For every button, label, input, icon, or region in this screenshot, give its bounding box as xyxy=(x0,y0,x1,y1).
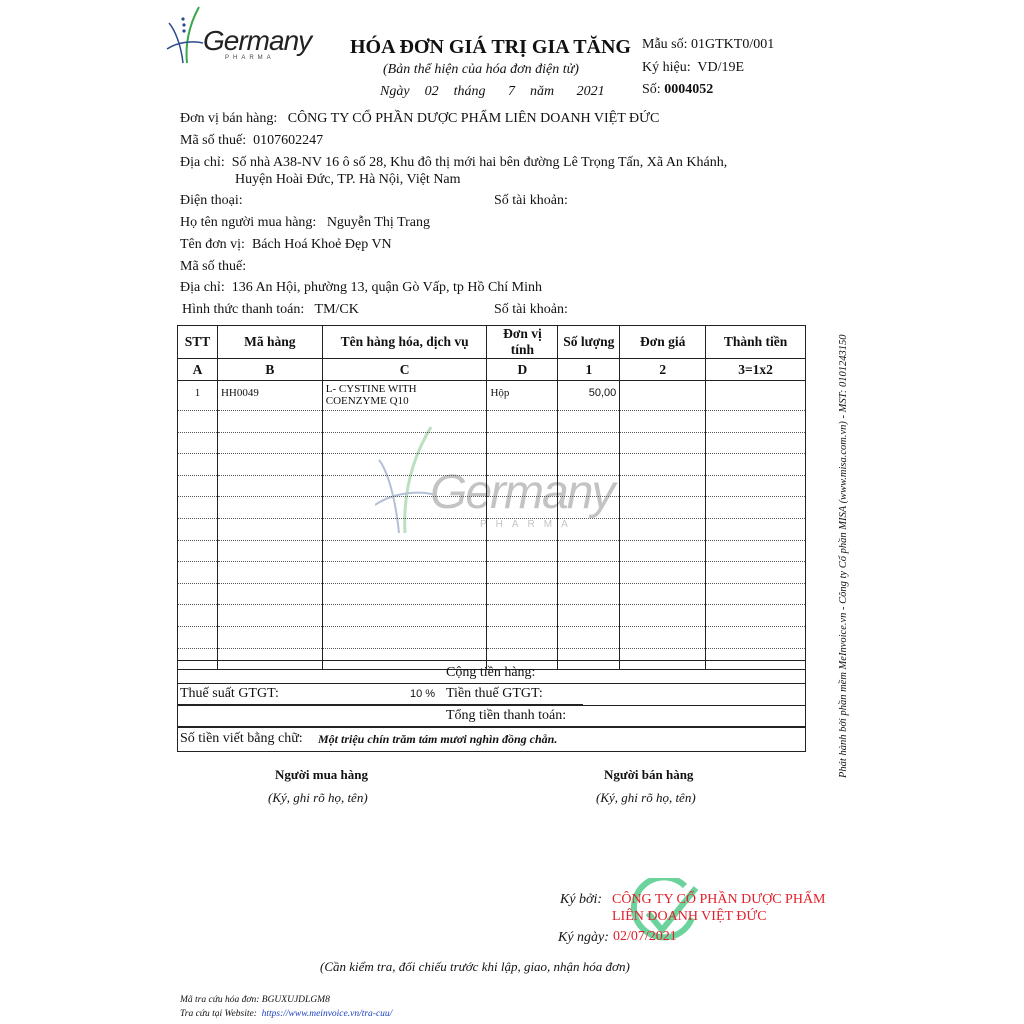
table-row-empty xyxy=(177,410,806,433)
buyer-signature-title: Người mua hàng xyxy=(275,767,369,782)
seller-signature-note: (Ký, ghi rõ họ, tên) xyxy=(596,790,696,805)
summary-total-row: Tổng tiền thanh toán: xyxy=(177,706,806,727)
invoice-subtitle: (Bản thể hiện của hóa đơn điện tử) xyxy=(383,62,579,77)
buyer-unit: Tên đơn vị: Bách Hoá Khoẻ Đẹp VN xyxy=(180,237,392,252)
buyer-signature-note: (Ký, ghi rõ họ, tên) xyxy=(268,790,368,805)
table-row-empty xyxy=(177,496,806,519)
seller-phone-label: Điện thoại: xyxy=(180,193,243,208)
signed-by-name: CÔNG TY CỔ PHẦN DƯỢC PHẨM LIÊN DOANH VIỆT… xyxy=(612,892,826,924)
buyer-tax-label: Mã số thuế: xyxy=(180,259,247,274)
items-table: STT Mã hàng Tên hàng hóa, dịch vụ Đơn vị tí… xyxy=(177,325,806,671)
seller-account-label: Số tài khoản: xyxy=(494,193,568,208)
col-code: Mã hàng xyxy=(216,325,323,359)
logo-plant-icon xyxy=(166,6,204,64)
col-name: Tên hàng hóa, dịch vụ xyxy=(321,325,488,359)
logo-subtext: PHARMA xyxy=(225,55,275,61)
table-code-row: A B C D 1 2 3=1x2 xyxy=(177,358,806,381)
col-qty: Số lượng xyxy=(557,325,621,359)
table-row: 1 HH0049 L- CYSTINE WITH COENZYME Q10 Hộp… xyxy=(177,380,806,411)
seller-tax: Mã số thuế: 0107602247 xyxy=(180,133,324,148)
symbol: Ký hiệu: VD/19E xyxy=(642,60,745,75)
seller-signature-title: Người bán hàng xyxy=(604,767,694,782)
invoice-title: HÓA ĐƠN GIÁ TRỊ GIA TĂNG xyxy=(350,36,631,58)
lookup-code: Mã tra cứu hóa đơn: BGUXUJDLGM8 xyxy=(180,995,330,1005)
col-amount: Thành tiền xyxy=(705,325,806,359)
table-row-empty xyxy=(177,604,806,627)
form-number: Mẫu số: 01GTKT0/001 xyxy=(642,37,775,52)
invoice-date: Ngày 02 tháng 7 năm 2021 xyxy=(380,84,605,99)
signed-by-label: Ký bởi: xyxy=(560,892,603,907)
signed-date: 02/07/2021 xyxy=(613,929,677,944)
table-row-empty xyxy=(177,583,806,606)
table-row-empty xyxy=(177,475,806,498)
table-row-empty xyxy=(177,626,806,649)
company-logo: Germany PHARMA xyxy=(165,5,315,65)
col-price: Đơn giá xyxy=(619,325,707,359)
table-row-empty xyxy=(177,561,806,584)
seller-address: Địa chỉ: Số nhà A38-NV 16 ô số 28, Khu đ… xyxy=(180,155,728,170)
buyer-account-label: Số tài khoản: xyxy=(494,302,568,317)
table-header-row: STT Mã hàng Tên hàng hóa, dịch vụ Đơn vị tí… xyxy=(177,325,806,359)
table-row-empty xyxy=(177,432,806,455)
summary-words-row: Số tiền viết bằng chữ: Một triệu chín tr… xyxy=(177,727,806,752)
lookup-website: Tra cứu tại Website: https://www.meinvoi… xyxy=(180,1009,393,1019)
summary-vat-row: Thuế suất GTGT: 10 % Tiền thuế GTGT: xyxy=(177,684,806,706)
signed-date-label: Ký ngày: xyxy=(558,930,609,945)
seller-name: Đơn vị bán hàng: CÔNG TY CỔ PHẦN DƯỢC PH… xyxy=(180,111,660,126)
table-row-empty xyxy=(177,518,806,541)
col-unit: Đơn vị tính xyxy=(486,325,559,359)
payment-method: Hình thức thanh toán: TM/CK xyxy=(182,302,359,317)
table-row-empty xyxy=(177,648,806,671)
website-link[interactable]: https://www.meinvoice.vn/tra-cuu/ xyxy=(261,1009,393,1019)
buyer-address: Địa chỉ: 136 An Hội, phường 13, quận Gò … xyxy=(180,280,543,295)
invoice-number: Số: 0004052 xyxy=(642,82,714,97)
table-row-empty xyxy=(177,453,806,476)
seller-address-2: Huyện Hoài Đức, TP. Hà Nội, Việt Nam xyxy=(235,172,461,187)
summary-subtotal-row: Cộng tiền hàng: xyxy=(177,660,806,684)
footer-note: (Cần kiểm tra, đối chiếu trước khi lập, … xyxy=(320,959,630,974)
signature-check-icon xyxy=(631,878,699,941)
col-stt: STT xyxy=(177,325,218,359)
buyer-name: Họ tên người mua hàng: Nguyễn Thị Trang xyxy=(180,215,431,230)
logo-text: Germany xyxy=(203,25,312,56)
side-issuer-text: Phát hành bởi phần mềm MeInvoice.vn - Cô… xyxy=(838,334,849,778)
table-row-empty xyxy=(177,540,806,563)
